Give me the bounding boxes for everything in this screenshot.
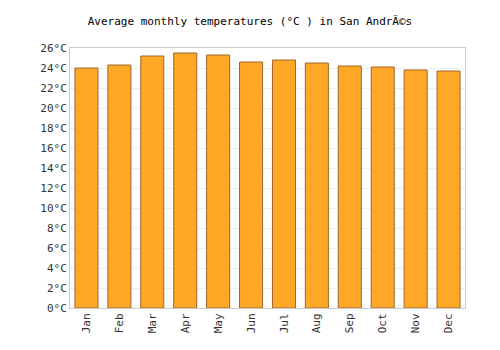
svg-text:26°C: 26°C [40,42,67,55]
svg-text:14°C: 14°C [40,162,67,175]
svg-text:Jul: Jul [278,313,291,333]
svg-text:24°C: 24°C [40,62,67,75]
svg-text:Dec: Dec [442,313,455,333]
svg-text:12°C: 12°C [40,182,67,195]
svg-text:May: May [212,313,225,333]
svg-text:10°C: 10°C [40,202,67,215]
svg-text:Jun: Jun [245,313,258,333]
svg-text:Apr: Apr [179,313,192,333]
svg-text:16°C: 16°C [40,142,67,155]
svg-text:Oct: Oct [376,313,389,333]
svg-text:Sep: Sep [343,313,356,333]
svg-text:18°C: 18°C [40,122,67,135]
svg-text:Feb: Feb [113,313,126,333]
svg-text:20°C: 20°C [40,102,67,115]
svg-text:Jan: Jan [80,313,93,333]
svg-text:0°C: 0°C [47,302,67,315]
svg-text:6°C: 6°C [47,242,67,255]
svg-text:22°C: 22°C [40,82,67,95]
svg-text:4°C: 4°C [47,262,67,275]
svg-text:8°C: 8°C [47,222,67,235]
svg-text:Average monthly temperatures (: Average monthly temperatures (°C ) in Sa… [88,15,413,28]
svg-text:Nov: Nov [409,313,422,333]
svg-text:Mar: Mar [146,313,159,333]
svg-text:Aug: Aug [310,313,323,333]
svg-text:2°C: 2°C [47,282,67,295]
